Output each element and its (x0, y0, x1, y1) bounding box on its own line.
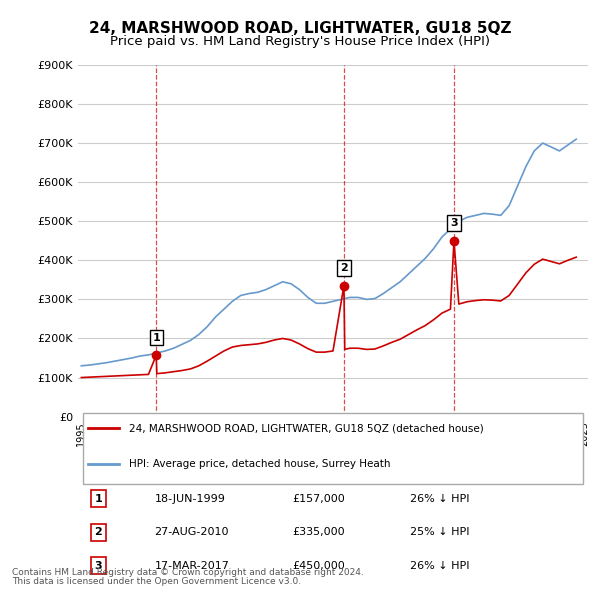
Text: 24, MARSHWOOD ROAD, LIGHTWATER, GU18 5QZ: 24, MARSHWOOD ROAD, LIGHTWATER, GU18 5QZ (89, 21, 511, 35)
Text: 26% ↓ HPI: 26% ↓ HPI (409, 560, 469, 571)
Text: 17-MAR-2017: 17-MAR-2017 (155, 560, 229, 571)
Text: 1: 1 (152, 333, 160, 343)
FancyBboxPatch shape (83, 413, 583, 484)
Text: £450,000: £450,000 (292, 560, 345, 571)
Text: 25% ↓ HPI: 25% ↓ HPI (409, 527, 469, 537)
Text: 2: 2 (340, 263, 348, 273)
Text: 3: 3 (95, 560, 102, 571)
Text: 24, MARSHWOOD ROAD, LIGHTWATER, GU18 5QZ (detached house): 24, MARSHWOOD ROAD, LIGHTWATER, GU18 5QZ… (129, 424, 484, 433)
Text: £335,000: £335,000 (292, 527, 345, 537)
Text: 18-JUN-1999: 18-JUN-1999 (155, 494, 226, 504)
Text: 26% ↓ HPI: 26% ↓ HPI (409, 494, 469, 504)
Text: Contains HM Land Registry data © Crown copyright and database right 2024.: Contains HM Land Registry data © Crown c… (12, 568, 364, 577)
Text: 2: 2 (95, 527, 102, 537)
Text: 27-AUG-2010: 27-AUG-2010 (155, 527, 229, 537)
Text: 1: 1 (95, 494, 102, 504)
Text: Price paid vs. HM Land Registry's House Price Index (HPI): Price paid vs. HM Land Registry's House … (110, 35, 490, 48)
Text: £157,000: £157,000 (292, 494, 345, 504)
Text: HPI: Average price, detached house, Surrey Heath: HPI: Average price, detached house, Surr… (129, 458, 391, 468)
Text: 3: 3 (450, 218, 458, 228)
Text: This data is licensed under the Open Government Licence v3.0.: This data is licensed under the Open Gov… (12, 577, 301, 586)
